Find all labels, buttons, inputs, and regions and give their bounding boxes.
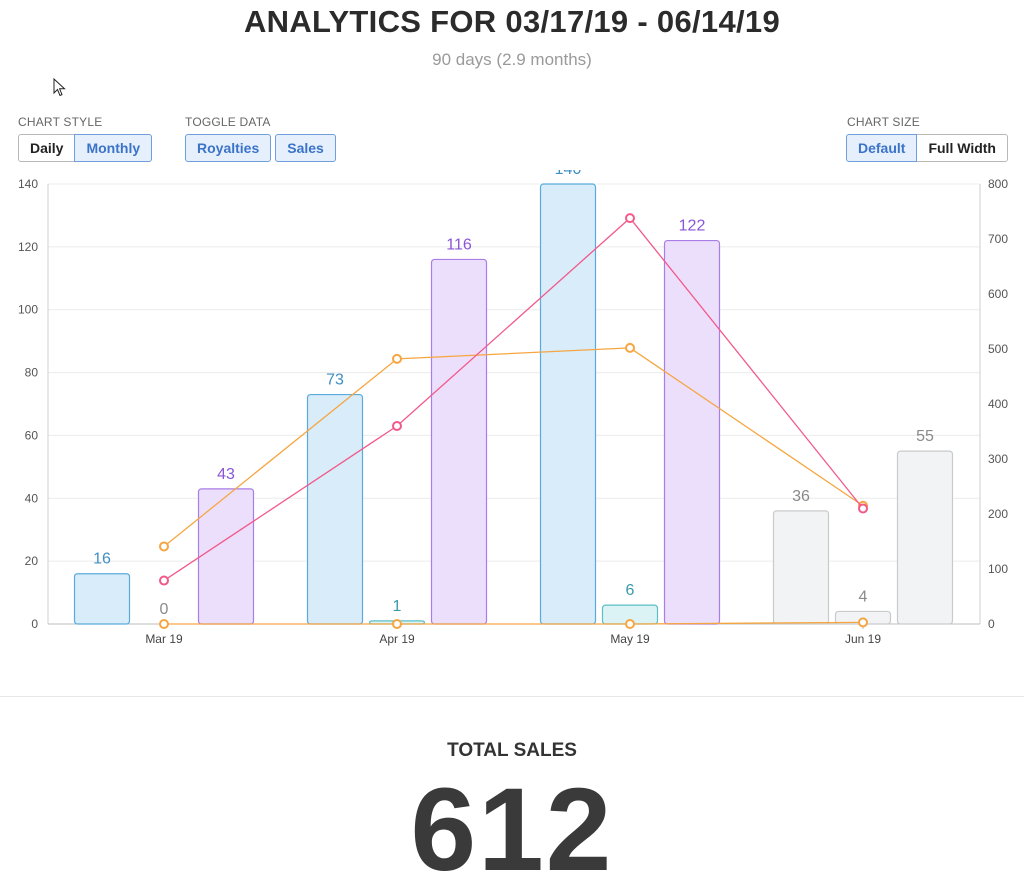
bar-data-label: 16 [93, 551, 111, 568]
total-sales-label: TOTAL SALES [447, 740, 577, 761]
y-right-tick-label: 100 [988, 562, 1008, 576]
bar [896, 450, 954, 625]
y-right-tick-label: 300 [988, 452, 1008, 466]
x-tick-label: Mar 19 [145, 632, 183, 646]
series-point [625, 619, 635, 629]
bar-data-label: 122 [679, 218, 706, 235]
series-point [858, 617, 868, 628]
y-right-tick-label: 800 [988, 177, 1008, 191]
y-right-tick-label: 200 [988, 507, 1008, 521]
bar [772, 510, 830, 625]
data-labels: 16 0 43 73 1 116 140 6 122 36 4 55 [93, 170, 934, 618]
chart-size-toggle: Default Full Width [846, 134, 1008, 162]
page-title: ANALYTICS FOR 03/17/19 - 06/14/19 [244, 4, 780, 39]
section-divider [0, 696, 1024, 697]
series-line [164, 621, 864, 625]
bar-data-label: 43 [217, 466, 235, 483]
toggle-data-group: Royalties Sales [185, 134, 336, 162]
mouse-cursor-icon [53, 78, 66, 97]
y-left-tick-label: 100 [18, 303, 38, 317]
bar-data-label: 55 [916, 428, 934, 445]
chart-size-label: CHART SIZE [847, 115, 920, 129]
y-right-tick-label: 700 [988, 232, 1008, 246]
royalties-toggle-button[interactable]: Royalties [185, 134, 272, 162]
default-size-button[interactable]: Default [846, 134, 918, 162]
full-width-button[interactable]: Full Width [916, 134, 1008, 162]
bar [539, 183, 597, 625]
series-point [159, 575, 169, 586]
y-right-tick-label: 0 [988, 617, 995, 631]
series-point [392, 619, 402, 629]
bar-data-label: 36 [792, 488, 810, 505]
y-left-tick-label: 140 [18, 177, 38, 191]
series-line [163, 217, 864, 582]
grid-lines [48, 183, 980, 625]
series-point [159, 619, 169, 629]
series-point [392, 353, 402, 364]
series-point [392, 421, 402, 431]
y-left-tick-label: 80 [25, 366, 39, 380]
chart-style-label: CHART STYLE [18, 115, 103, 129]
y-left-tick-label: 20 [25, 554, 39, 568]
y-right-tick-label: 500 [988, 342, 1008, 356]
chart-style-toggle: Daily Monthly [18, 134, 153, 162]
y-left-tick-label: 60 [25, 428, 39, 442]
bar-data-label: 73 [326, 372, 344, 389]
x-tick-label: Apr 19 [379, 632, 415, 646]
series-line [163, 347, 864, 547]
x-tick-label: Jun 19 [845, 632, 881, 646]
bar-data-label: 140 [555, 170, 582, 178]
y-left-tick-label: 40 [25, 491, 39, 505]
series-point [625, 342, 635, 353]
series-point [159, 541, 169, 552]
series-point [625, 213, 635, 224]
toggle-data-label: TOGGLE DATA [185, 115, 271, 129]
bar [73, 573, 131, 625]
y-left-tick-label: 120 [18, 240, 38, 254]
total-sales-value: 612 [410, 764, 614, 896]
y-left-tick-label: 0 [31, 617, 38, 631]
y-right-tick-label: 600 [988, 287, 1008, 301]
monthly-button[interactable]: Monthly [74, 134, 153, 162]
axes: 0204060801001201400100200300400500600700… [18, 177, 1008, 646]
x-tick-label: May 19 [610, 632, 650, 646]
bar-data-label: 1 [393, 598, 402, 615]
bar-data-label: 0 [160, 601, 169, 618]
line-series [159, 213, 868, 629]
sales-toggle-button[interactable]: Sales [275, 134, 336, 162]
bar-data-label: 6 [626, 582, 635, 599]
bar-data-label: 4 [859, 588, 868, 605]
bars [73, 183, 954, 625]
bar [663, 239, 721, 625]
y-right-tick-label: 400 [988, 397, 1008, 411]
series-point [858, 503, 868, 514]
daily-button[interactable]: Daily [18, 134, 76, 162]
analytics-chart: 0204060801001201400100200300400500600700… [18, 170, 1008, 646]
bar [306, 393, 364, 625]
bar [430, 258, 488, 625]
bar-data-label: 116 [446, 236, 472, 253]
date-range-subtitle: 90 days (2.9 months) [432, 50, 592, 69]
bar [197, 488, 255, 625]
